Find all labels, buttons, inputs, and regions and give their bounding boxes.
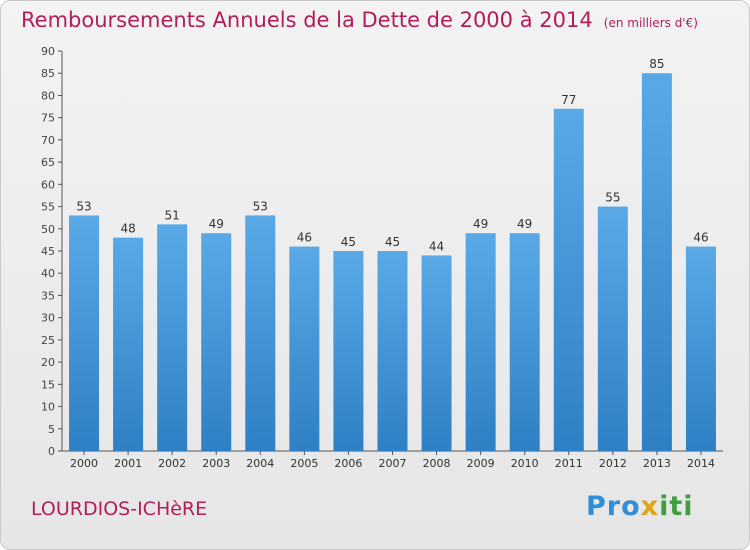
x-tick-label: 2009 [467, 457, 495, 470]
bar [685, 246, 716, 451]
x-tick-label: 2002 [158, 457, 186, 470]
x-tick-label: 2013 [643, 457, 671, 470]
bar [113, 237, 144, 451]
proxiti-logo: Proxiti [586, 491, 694, 522]
chart-title: Remboursements Annuels de la Dette de 20… [21, 8, 593, 32]
bar [597, 206, 628, 451]
bar [465, 233, 496, 451]
bar [245, 215, 276, 451]
bar-value-label: 77 [561, 93, 576, 107]
y-tick-label: 70 [41, 134, 55, 147]
bar [289, 246, 320, 451]
chart-unit: (en milliers d'€) [603, 16, 698, 30]
y-tick-label: 45 [41, 245, 55, 258]
bar-value-label: 49 [473, 217, 488, 231]
bar-value-label: 85 [649, 57, 664, 71]
bar-value-label: 53 [253, 199, 268, 213]
y-tick-label: 35 [41, 289, 55, 302]
x-tick-label: 2012 [599, 457, 627, 470]
y-tick-label: 75 [41, 112, 55, 125]
bar-value-label: 45 [341, 235, 356, 249]
logo-part-2: x [640, 491, 660, 522]
x-tick-label: 2004 [246, 457, 274, 470]
bar-value-label: 51 [165, 208, 180, 222]
y-tick-label: 85 [41, 67, 55, 80]
logo-part-1: Pro [586, 491, 641, 522]
y-tick-label: 65 [41, 156, 55, 169]
bar [421, 255, 452, 451]
x-tick-label: 2005 [290, 457, 318, 470]
bar [333, 251, 364, 451]
x-tick-label: 2007 [379, 457, 407, 470]
bar-value-label: 45 [385, 235, 400, 249]
commune-name: LOURDIOS-ICHèRE [31, 498, 208, 520]
bar [377, 251, 408, 451]
bar-value-label: 49 [517, 217, 532, 231]
y-tick-label: 0 [48, 445, 55, 458]
x-tick-label: 2011 [555, 457, 583, 470]
x-tick-label: 2014 [687, 457, 715, 470]
y-tick-label: 80 [41, 89, 55, 102]
bar [201, 233, 232, 451]
y-tick-label: 90 [41, 45, 55, 58]
x-tick-label: 2003 [202, 457, 230, 470]
bar [157, 224, 188, 451]
bar-value-label: 49 [209, 217, 224, 231]
chart-title-block: Remboursements Annuels de la Dette de 20… [21, 8, 698, 32]
y-tick-label: 15 [41, 378, 55, 391]
bar-value-label: 48 [120, 222, 135, 236]
y-tick-label: 10 [41, 401, 55, 414]
y-tick-label: 55 [41, 201, 55, 214]
x-tick-label: 2000 [70, 457, 98, 470]
bar [509, 233, 540, 451]
logo-part-3: iti [659, 491, 694, 522]
x-tick-label: 2008 [423, 457, 451, 470]
bar-value-label: 46 [693, 231, 708, 245]
bar [553, 108, 584, 452]
bar-value-label: 44 [429, 239, 444, 253]
x-tick-label: 2001 [114, 457, 142, 470]
bar [641, 73, 672, 451]
bar-value-label: 53 [76, 199, 91, 213]
bar [69, 215, 100, 451]
y-tick-label: 50 [41, 223, 55, 236]
y-tick-label: 25 [41, 334, 55, 347]
y-tick-label: 60 [41, 178, 55, 191]
x-tick-label: 2006 [334, 457, 362, 470]
x-tick-label: 2010 [511, 457, 539, 470]
y-tick-label: 5 [48, 423, 55, 436]
bar-value-label: 55 [605, 191, 620, 205]
y-tick-label: 40 [41, 267, 55, 280]
y-tick-label: 30 [41, 312, 55, 325]
bar-value-label: 46 [297, 231, 312, 245]
y-tick-label: 20 [41, 356, 55, 369]
